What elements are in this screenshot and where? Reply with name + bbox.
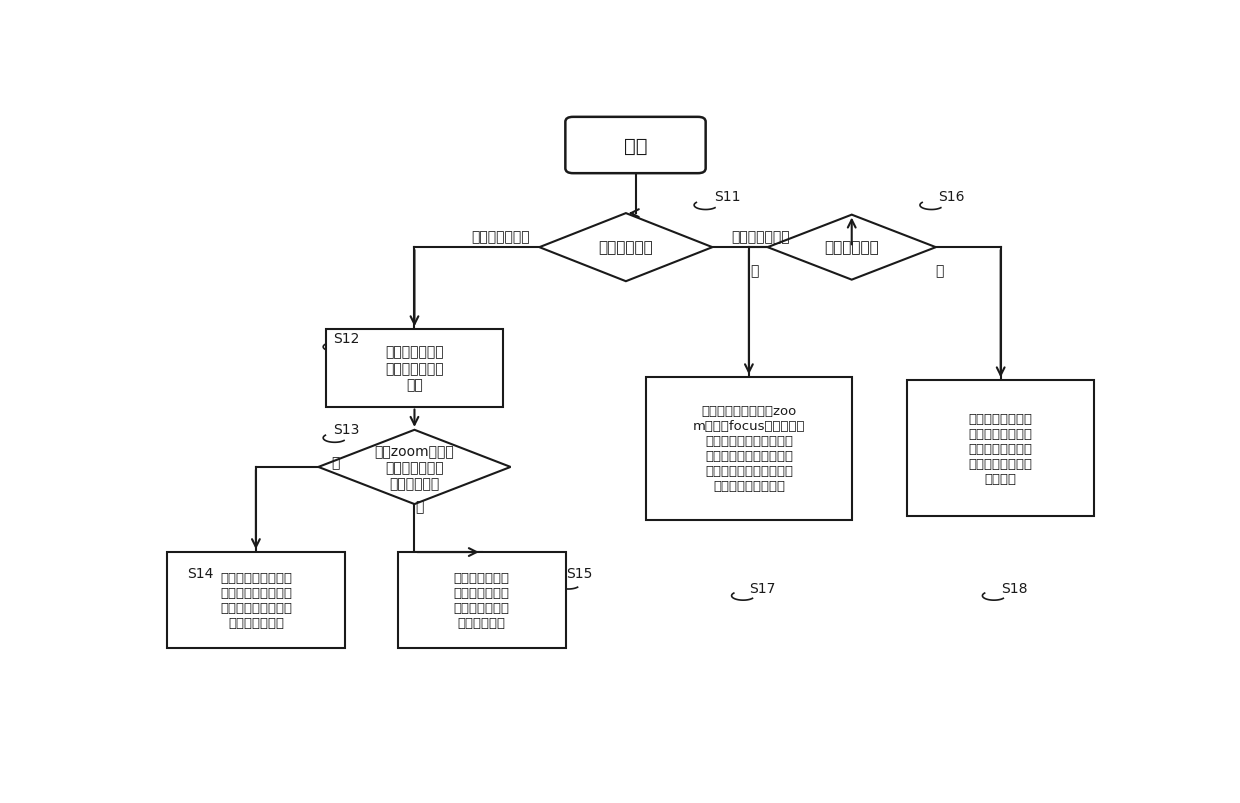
Bar [398,552,565,648]
Text: 判断变倍方式: 判断变倍方式 [599,240,653,255]
Text: 是: 是 [331,455,340,470]
Text: 则根据聚焦完成后的zoo
m位置和focus位置确定新
的物距以获得对应的新的
跟焦曲线，并使用新的物
距对应的跟焦曲线驱动对
焦电机和变焦电机；: 则根据聚焦完成后的zoo m位置和focus位置确定新 的物距以获得对应的新的 … [693,405,805,493]
Text: S14: S14 [187,567,213,581]
Polygon shape [539,214,712,282]
Text: S16: S16 [939,190,965,203]
Text: S13: S13 [332,422,360,436]
Text: 当前zoom位置是
否超过所述曲线
分离点位置；: 当前zoom位置是 否超过所述曲线 分离点位置； [374,444,454,491]
Text: S11: S11 [714,190,740,203]
Bar [906,381,1095,517]
Text: 计算修正物距，根据
所述修正物距切换跟
焦曲线以驱动对焦电
机和变焦电机；: 计算修正物距，根据 所述修正物距切换跟 焦曲线以驱动对焦电 机和变焦电机； [219,571,291,630]
Bar [326,330,503,407]
Polygon shape [768,215,936,280]
Text: 使用从小倍率到大
倍率变化过程中记
录的实际跟焦曲线
驱动对焦电机和变
焦电机。: 使用从小倍率到大 倍率变化过程中记 录的实际跟焦曲线 驱动对焦电机和变 焦电机。 [968,413,1033,485]
Text: 是否完成聚焦: 是否完成聚焦 [825,240,879,255]
Text: S12: S12 [332,332,360,346]
Text: 是: 是 [750,263,759,278]
Text: 否: 否 [415,500,424,514]
Text: 获取默认物距以
及曲线分离点位
置；: 获取默认物距以 及曲线分离点位 置； [386,345,444,392]
Text: 大倍率到小倍率: 大倍率到小倍率 [732,230,790,244]
Bar [167,552,345,648]
Polygon shape [319,430,511,504]
Text: S17: S17 [749,581,775,595]
FancyBboxPatch shape [565,118,706,174]
Bar [646,377,852,520]
Text: S15: S15 [567,567,593,581]
Text: S18: S18 [1001,581,1027,595]
Text: 使用所述默认物
距对应的跟焦曲
线驱动对焦电机
和变焦电机；: 使用所述默认物 距对应的跟焦曲 线驱动对焦电机 和变焦电机； [454,571,510,630]
Text: 小倍率到大倍率: 小倍率到大倍率 [471,230,529,244]
Text: 否: 否 [935,263,944,278]
Text: 开始: 开始 [624,137,647,155]
